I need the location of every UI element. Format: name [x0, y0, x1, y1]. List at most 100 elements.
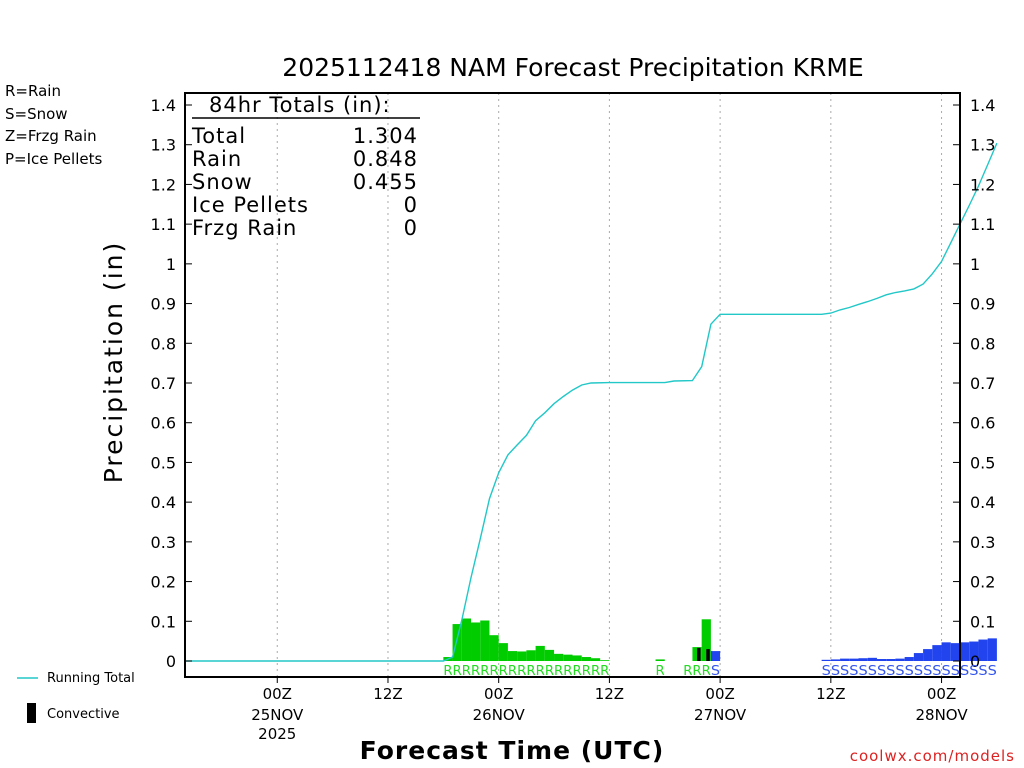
y-tick-label-left: 0.5: [151, 453, 176, 472]
gridlines: [276, 93, 943, 677]
rain-bar: [701, 619, 711, 661]
snow-bar: [710, 651, 721, 661]
x-tick-date-label: 27NOV: [694, 706, 747, 724]
y-tick-label-right: 0.3: [970, 533, 995, 552]
y-tick-label-left: 0.6: [151, 414, 176, 433]
snow-bar: [830, 659, 841, 661]
snow-bar: [913, 653, 924, 661]
y-tick-label-right: 0.1: [970, 612, 995, 631]
snow-bar: [895, 658, 905, 661]
precip-type-row: RRR: [683, 664, 711, 679]
snow-bar: [950, 643, 960, 661]
x-tick-time-label: 00Z: [927, 685, 956, 703]
y-tick-label-left: 0.4: [151, 493, 176, 512]
y-tick-label-left: 0.1: [151, 612, 176, 631]
y-tick-label-left: 1.4: [151, 96, 176, 115]
snow-bar: [858, 658, 868, 661]
x-tick-time-label: 00Z: [705, 685, 734, 703]
y-tick-label-right: 0.4: [970, 493, 995, 512]
legend-rain: R=Rain: [5, 82, 61, 100]
snow-bar: [969, 641, 979, 661]
precip-type-row: RRRRRRRRRRRRRRRRRR: [443, 664, 609, 679]
series-legend: Running Total Convective: [17, 671, 135, 723]
y-tick-label-left: 0.7: [151, 374, 176, 393]
y-tick-label-right: 1.2: [970, 175, 995, 194]
totals-value-total: 1.304: [353, 124, 418, 148]
x-tick-year-label: 2025: [258, 725, 296, 743]
convective-bar: [697, 647, 701, 661]
rain-bar: [507, 651, 518, 661]
running-total-legend-label: Running Total: [47, 671, 135, 686]
y-tick-label-right: 0: [970, 652, 980, 671]
x-tick-date-label: 25NOV: [251, 706, 304, 724]
x-tick-time-label: 00Z: [263, 685, 292, 703]
totals-value-rain: 0.848: [353, 147, 418, 171]
y-tick-label-right: 0.6: [970, 414, 995, 433]
totals-label-snow: Snow: [192, 170, 253, 194]
y-tick-label-right: 1.3: [970, 136, 995, 155]
running-total-line: [185, 142, 998, 662]
x-tick-time-label: 12Z: [595, 685, 624, 703]
precip-type-row: SSSSSSSSSSSSSSSSSSS: [822, 664, 997, 679]
x-tick-time-label: 12Z: [373, 685, 402, 703]
rain-bar: [526, 650, 536, 661]
totals-label-ice-pellets: Ice Pellets: [192, 193, 309, 217]
convective-legend-label: Convective: [47, 707, 120, 722]
plot-frame: [184, 92, 961, 678]
snow-bar: [960, 642, 970, 661]
snow-bar: [923, 649, 933, 661]
snow-bar: [978, 639, 988, 661]
rain-bar: [480, 620, 490, 661]
rain-bar: [471, 622, 481, 661]
precip-type-row: R: [656, 664, 665, 679]
convective-legend-swatch: [27, 703, 36, 723]
legend-freezing-rain: Z=Frzg Rain: [5, 127, 97, 145]
x-tick-time-label: 12Z: [816, 685, 845, 703]
rain-bar: [535, 645, 545, 661]
totals-value-frzg-rain: 0: [404, 216, 418, 240]
rain-bar: [572, 655, 582, 661]
snow-bar: [904, 657, 914, 661]
chart-title: 2025112418 NAM Forecast Precipitation KR…: [282, 53, 863, 82]
y-tick-label-left: 1.3: [151, 136, 176, 155]
rain-bar: [655, 659, 665, 661]
convective-series: [697, 647, 710, 661]
y-tick-label-right: 0.2: [970, 573, 995, 592]
rain-bar: [498, 643, 508, 661]
totals-header: 84hr Totals (in):: [209, 93, 391, 117]
y-tick-label-right: 0.7: [970, 374, 995, 393]
y-tick-label-left: 1.1: [151, 215, 176, 234]
x-tick-date-label: 28NOV: [915, 706, 968, 724]
totals-value-ice-pellets: 0: [404, 193, 418, 217]
rain-bar: [517, 651, 527, 661]
snow-bar: [867, 657, 877, 661]
legend-snow: S=Snow: [5, 105, 68, 123]
y-tick-label-left: 0: [166, 652, 176, 671]
y-tick-label-right: 1: [970, 255, 980, 274]
totals-value-snow: 0.455: [353, 170, 418, 194]
snow-bar: [876, 659, 887, 661]
totals-box: 84hr Totals (in): Total 1.304 Rain 0.848…: [191, 93, 420, 240]
y-tick-label-right: 0.9: [970, 295, 995, 314]
rain-bar: [489, 635, 499, 661]
precip-type-letters: RRRRRRRRRRRRRRRRRR R RRR S SSSSSSSSSSSSSSSSS…: [443, 664, 997, 679]
snow-bar: [941, 642, 951, 661]
snow-bar: [987, 638, 997, 661]
rain-bar: [563, 654, 573, 661]
rain-bar: [581, 657, 591, 661]
credit-text: coolwx.com/models: [850, 747, 1015, 765]
y-tick-label-right: 0.8: [970, 334, 995, 353]
rain-bar: [590, 658, 601, 661]
totals-label-rain: Rain: [192, 147, 242, 171]
x-tick-time-label: 00Z: [484, 685, 513, 703]
y-tick-label-left: 1: [166, 255, 176, 274]
rain-bar: [461, 618, 472, 661]
y-axis: 0 00.1 0.10.2 0.20.3 0.30.4 0.40.5 0.50.6 0.60.…: [151, 96, 996, 671]
totals-label-frzg-rain: Frzg Rain: [192, 216, 297, 240]
y-axis-label: Precipitation (in): [99, 241, 128, 484]
y-tick-label-right: 1.1: [970, 215, 995, 234]
precip-type-row: S: [711, 664, 720, 679]
y-tick-label-left: 0.9: [151, 295, 176, 314]
